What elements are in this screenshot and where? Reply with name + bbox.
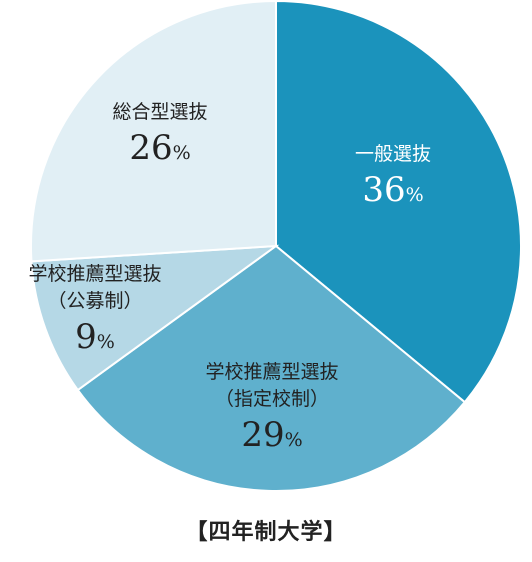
pie-slice-1	[275, 0, 522, 404]
slice-label-4-line-1: 総合型選抜	[112, 101, 207, 123]
slice-label-2-line-1: 学校推薦型選抜	[205, 361, 338, 383]
pie-slices	[30, 0, 522, 493]
slice-label-3-line-2: （公募制）	[47, 290, 142, 312]
slice-label-3-line-1: 学校推薦型選抜	[28, 263, 161, 285]
chart-caption: 【四年制大学】	[185, 520, 347, 545]
slice-label-2-line-2: （指定校制）	[215, 388, 329, 410]
slice-value-2: 29%	[241, 415, 302, 455]
slice-value-1: 36%	[362, 170, 423, 210]
pie-slice-4	[30, 0, 277, 263]
pie-slice-2	[76, 244, 467, 493]
slice-value-4: 26%	[129, 128, 190, 168]
slice-value-3: 9%	[75, 317, 115, 357]
slice-label-1-line-1: 一般選抜	[355, 143, 431, 165]
pie-slice-3	[30, 244, 280, 392]
slice-labels: 一般選抜 36% 学校推薦型選抜 （指定校制） 29% 学校推薦型選抜 （公募制） 9% 総合型…	[28, 101, 431, 455]
